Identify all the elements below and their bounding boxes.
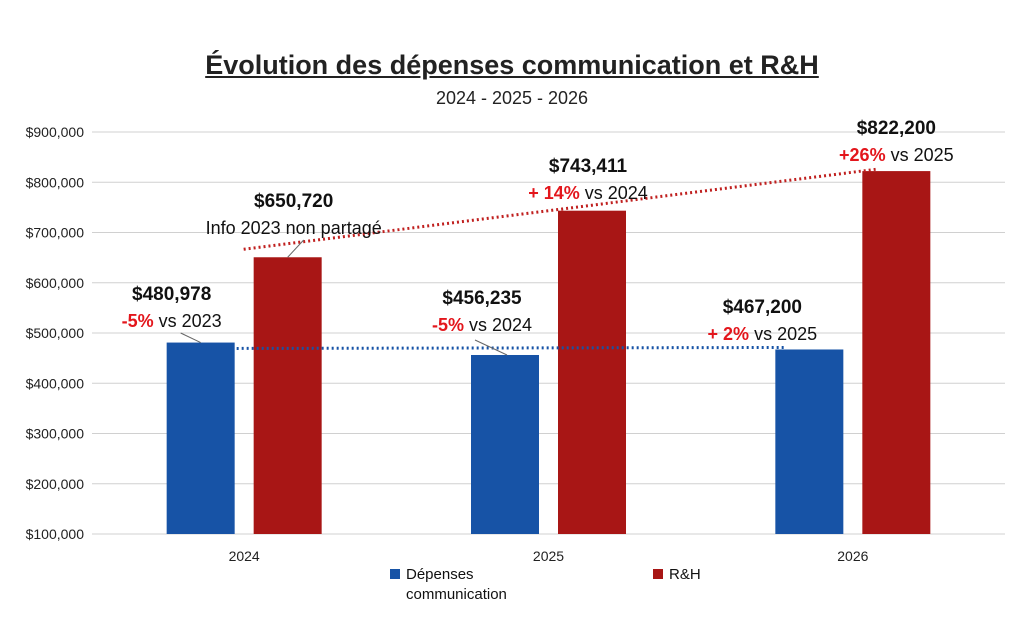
trend-line <box>171 345 786 351</box>
data-label: $650,720 <box>254 191 333 212</box>
change-label: Info 2023 non partagé <box>206 218 382 238</box>
legend-item-rh: R&H <box>653 565 701 585</box>
bar <box>166 342 235 534</box>
legend-label-rh: R&H <box>669 566 701 583</box>
data-label: $456,235 <box>442 288 522 309</box>
y-tick-label: $900,000 <box>26 124 85 140</box>
leader-line <box>287 239 305 258</box>
data-label: $743,411 <box>549 156 628 177</box>
data-label: $822,200 <box>857 118 936 139</box>
change-label: -5% vs 2024 <box>432 315 532 335</box>
legend-item-communication: Dépenses communication <box>390 565 507 605</box>
chart-title: Évolution des dépenses communication et … <box>205 50 819 80</box>
data-label: $467,200 <box>723 297 802 318</box>
y-tick-label: $100,000 <box>26 526 85 542</box>
legend-label-communication-1: Dépenses <box>406 566 474 583</box>
legend-label-communication-2: communication <box>406 586 507 603</box>
chart-subtitle: 2024 - 2025 - 2026 <box>435 88 589 108</box>
y-tick-label: $400,000 <box>26 375 85 391</box>
change-label: + 2% vs 2025 <box>708 324 818 344</box>
y-tick-label: $300,000 <box>26 426 85 442</box>
y-tick-label: $200,000 <box>26 476 85 492</box>
bar <box>862 171 931 535</box>
x-tick-label: 2026 <box>837 548 868 564</box>
leader-line <box>180 332 201 344</box>
bar <box>471 354 539 534</box>
change-label: +26% vs 2025 <box>839 145 954 165</box>
bar <box>558 210 626 534</box>
y-tick-label: $500,000 <box>26 325 85 341</box>
leader-line <box>474 339 508 356</box>
y-tick-label: $800,000 <box>26 174 85 190</box>
legend-swatch-communication <box>390 569 400 579</box>
change-label: -5% vs 2023 <box>122 311 222 331</box>
y-tick-label: $700,000 <box>26 225 85 241</box>
data-label: $480,978 <box>132 284 211 305</box>
bar <box>775 349 844 534</box>
trend-line <box>243 167 878 251</box>
bar <box>253 257 322 534</box>
legend-swatch-rh <box>653 569 663 579</box>
change-label: + 14% vs 2024 <box>528 183 648 203</box>
x-tick-label: 2025 <box>533 548 564 564</box>
x-tick-label: 2024 <box>229 548 260 564</box>
y-tick-label: $600,000 <box>26 275 85 291</box>
